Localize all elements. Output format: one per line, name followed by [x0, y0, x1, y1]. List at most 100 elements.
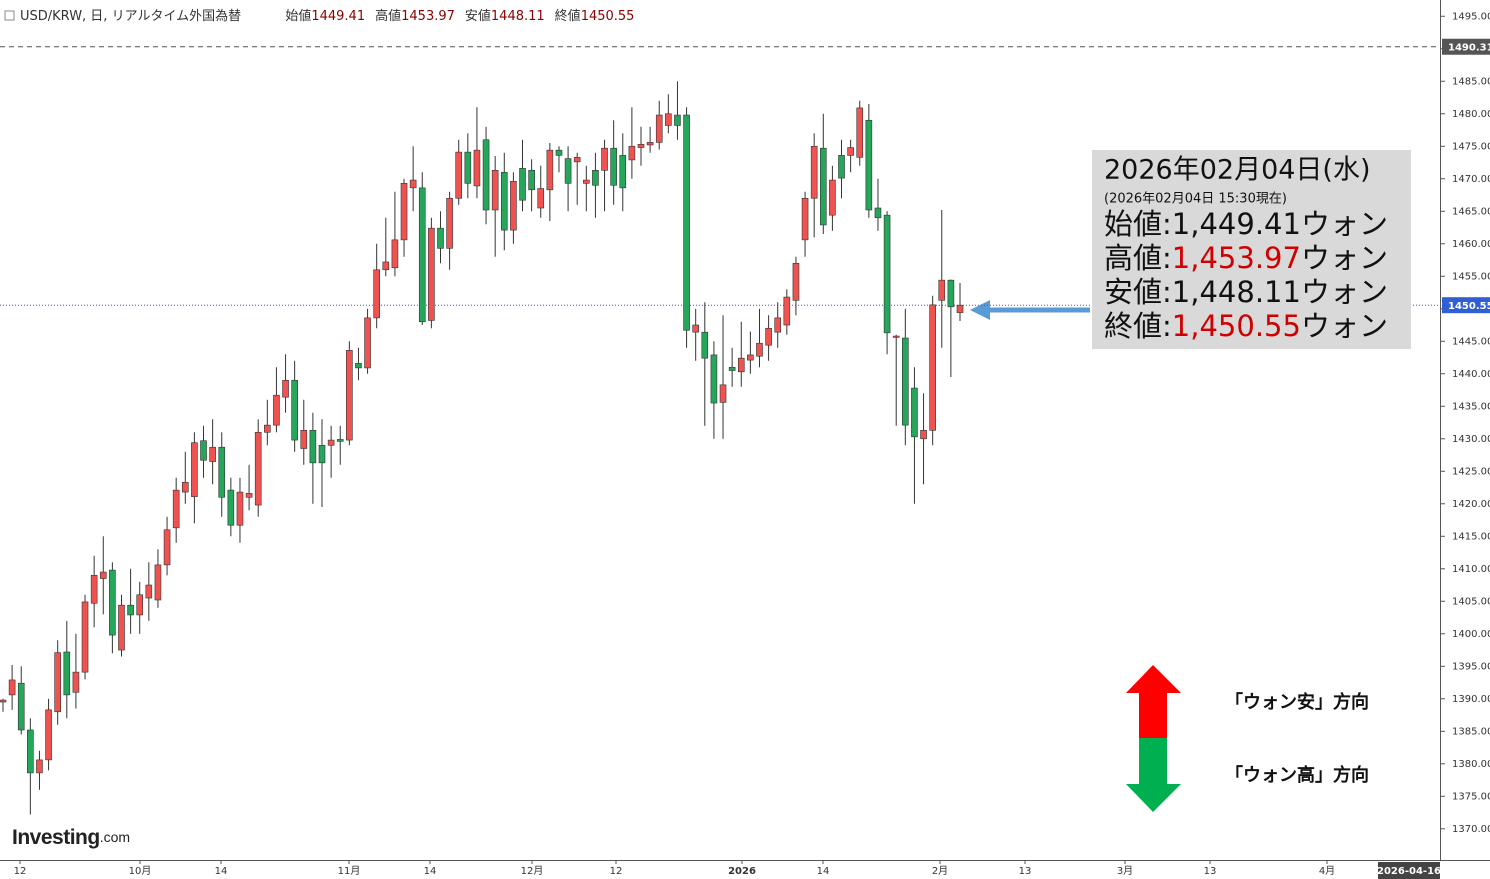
x-tick-label: 14 [817, 866, 830, 877]
info-row-label: 終値 [1104, 309, 1162, 343]
candle-body [282, 379, 289, 398]
candle-body [601, 147, 608, 171]
x-tick-label: 14 [424, 866, 437, 877]
candle-body [874, 207, 882, 219]
symbol: USD/KRW, 日, リアルタイム外国為替 [20, 8, 241, 24]
direction-up-label: 「ウォン安」方向 [1225, 691, 1369, 713]
candle-body [409, 179, 417, 189]
y-tick-label: 1380.00 [1452, 759, 1490, 770]
y-tick-label: 1405.00 [1452, 596, 1490, 607]
candle-body [938, 279, 946, 301]
info-row-value: 1,448.11 [1172, 275, 1301, 309]
y-tick-label: 1375.00 [1452, 791, 1490, 802]
price-tag-label: 1490.31 [1448, 43, 1490, 54]
candle-body [537, 188, 545, 209]
candle-body [327, 439, 335, 446]
candle-body [911, 387, 918, 438]
y-tick-label: 1390.00 [1452, 694, 1490, 705]
candle-body [847, 147, 854, 156]
logo: Investing.com [12, 826, 130, 849]
info-subtitle: (2026年02月04日 15:30現在) [1104, 192, 1287, 207]
candle-body [737, 357, 745, 373]
x-tick-label: 10月 [129, 865, 152, 877]
y-tick-label: 1455.00 [1452, 271, 1490, 282]
candle-body [491, 170, 499, 211]
candle-body [665, 113, 672, 126]
candle-body [592, 170, 599, 186]
candle-body [883, 214, 891, 334]
candle-body [920, 430, 927, 440]
candle-body [8, 679, 16, 696]
candle-body [27, 729, 34, 774]
candle-body [273, 394, 280, 426]
candle-body [373, 269, 380, 319]
y-tick-label: 1470.00 [1452, 174, 1490, 185]
candle-body [154, 564, 162, 601]
candle-body [583, 179, 590, 184]
info-row-value: 1,449.41 [1172, 207, 1301, 241]
down-arrow [1126, 738, 1181, 812]
candle-body [701, 331, 709, 359]
info-row-separator: : [1162, 309, 1172, 343]
logo-name: Investing [12, 826, 100, 849]
candle-body [446, 197, 453, 249]
y-tick-label: 1475.00 [1452, 141, 1490, 152]
header-field-value: 1450.55 [581, 9, 635, 24]
info-row-unit: ウォン [1301, 309, 1388, 343]
candle-body [54, 652, 61, 713]
y-tick-label: 1445.00 [1452, 336, 1490, 347]
cursor-date-box [1378, 862, 1440, 879]
candle-body [719, 384, 727, 403]
candle-body [300, 430, 308, 449]
candle-body [838, 155, 845, 179]
candle-body [683, 114, 690, 331]
info-row-value: 1,453.97 [1172, 241, 1301, 275]
candle-body [109, 569, 116, 636]
candle-body [573, 157, 581, 163]
candle-body [628, 145, 636, 161]
y-tick-label: 1410.00 [1452, 564, 1490, 575]
info-row: 安値:1,448.11ウォン [1104, 275, 1388, 309]
header-field-label: 始値 [285, 8, 311, 24]
candle-body [382, 261, 390, 271]
candle-body [400, 183, 408, 241]
y-tick-label: 1385.00 [1452, 726, 1490, 737]
candle-body [81, 601, 89, 673]
candle-body [63, 651, 71, 696]
candle-body [610, 147, 617, 186]
candle-body [318, 444, 326, 464]
candle-body [36, 759, 43, 774]
x-tick-label: 2月 [932, 865, 948, 877]
price-tag [1442, 38, 1490, 55]
candle-body [747, 354, 754, 361]
candle-body [90, 574, 98, 604]
x-tick-label: 11月 [338, 865, 361, 877]
candle-body [674, 114, 681, 126]
y-tick-label: 1370.00 [1452, 824, 1490, 835]
candle-body [464, 151, 472, 184]
candle-body [163, 529, 171, 566]
price-tag-label: 1450.55 [1448, 301, 1490, 312]
candle-body [856, 107, 864, 158]
x-tick-label: 13 [1204, 866, 1217, 877]
price-tag [1442, 297, 1490, 314]
candle-body [118, 604, 125, 651]
y-tick-label: 1495.00 [1452, 11, 1490, 22]
header-field-value: 1448.11 [491, 9, 545, 24]
header-field-label: 安値 [465, 8, 491, 24]
x-tick-label: 3月 [1117, 865, 1133, 877]
candle-body [136, 594, 144, 616]
candle-body [655, 114, 663, 143]
candle-body [418, 187, 426, 323]
candle-body [191, 442, 198, 497]
info-row-label: 高値 [1104, 241, 1162, 275]
cursor-date: 2026-04-16 [1377, 866, 1441, 877]
candle-body [774, 317, 782, 333]
direction-down-label: 「ウォン高」方向 [1225, 764, 1369, 786]
info-row-separator: : [1162, 275, 1172, 309]
candle-body [482, 139, 490, 211]
candle-body [437, 227, 444, 249]
header-icon [4, 10, 15, 21]
candle-body [227, 489, 235, 526]
